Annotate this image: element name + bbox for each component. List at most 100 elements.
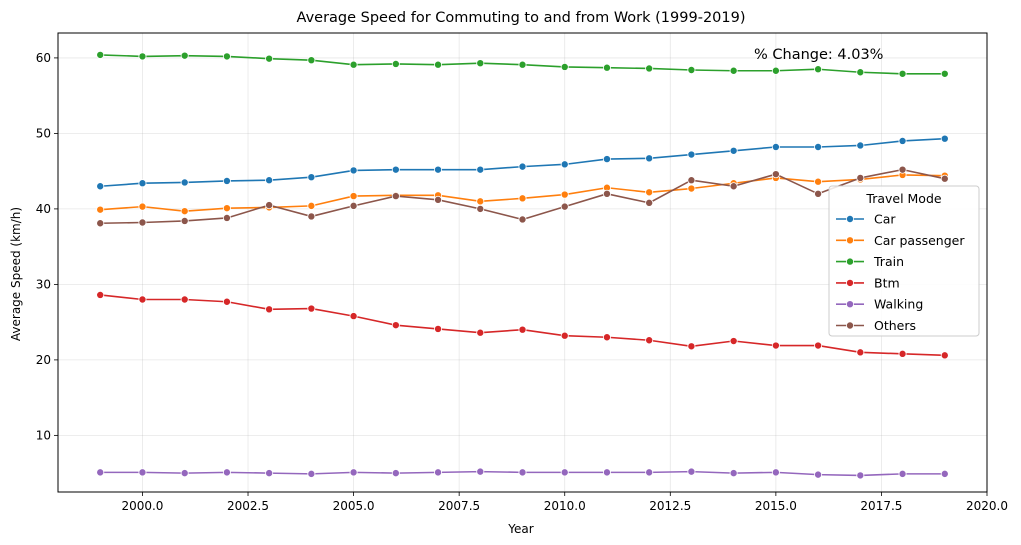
data-point-btm xyxy=(645,336,654,345)
y-tick-label: 40 xyxy=(36,202,51,216)
x-tick-label: 2020.0 xyxy=(966,499,1008,513)
y-tick-label: 50 xyxy=(36,126,51,140)
data-point-btm xyxy=(856,348,865,357)
legend-label: Btm xyxy=(874,275,900,290)
x-tick-label: 2010.0 xyxy=(544,499,586,513)
y-tick-label: 10 xyxy=(36,428,51,442)
data-point-car xyxy=(180,178,189,187)
series-car xyxy=(96,134,949,191)
data-point-car-passenger xyxy=(645,188,654,197)
legend-label: Train xyxy=(873,254,904,269)
data-point-car-passenger xyxy=(518,194,527,203)
data-point-others xyxy=(518,215,527,224)
x-tick-label: 2017.5 xyxy=(860,499,902,513)
data-point-train xyxy=(856,68,865,77)
data-point-btm xyxy=(138,295,147,304)
data-point-train xyxy=(265,54,274,63)
data-point-car xyxy=(729,146,738,155)
data-point-btm xyxy=(518,325,527,334)
legend-label: Car passenger xyxy=(874,233,965,248)
x-tick-label: 2012.5 xyxy=(649,499,691,513)
data-point-walking xyxy=(898,469,907,478)
data-point-car-passenger xyxy=(307,201,316,210)
data-point-walking xyxy=(180,469,189,478)
data-point-walking xyxy=(476,467,485,476)
series-lines xyxy=(96,50,949,480)
data-point-car-passenger xyxy=(476,197,485,206)
data-point-train xyxy=(180,51,189,60)
data-point-car xyxy=(391,165,400,174)
data-point-btm xyxy=(434,324,443,333)
data-point-others xyxy=(645,198,654,207)
data-point-btm xyxy=(602,333,611,342)
series-walking xyxy=(96,467,949,480)
data-point-train xyxy=(391,59,400,68)
data-point-train xyxy=(96,50,105,59)
y-tick-label: 60 xyxy=(36,51,51,65)
data-point-train xyxy=(687,65,696,74)
data-point-btm xyxy=(560,331,569,340)
data-point-btm xyxy=(814,341,823,350)
data-point-car xyxy=(602,155,611,164)
data-point-others xyxy=(856,173,865,182)
data-point-car xyxy=(222,176,231,185)
data-point-train xyxy=(729,66,738,75)
legend: Travel Mode Car Car passenger Train Btm Walk… xyxy=(828,185,980,337)
data-point-others xyxy=(391,192,400,201)
data-point-walking xyxy=(940,469,949,478)
series-others xyxy=(96,165,949,228)
data-point-walking xyxy=(391,469,400,478)
data-point-train xyxy=(476,59,485,68)
data-point-car xyxy=(814,142,823,151)
data-point-others xyxy=(96,219,105,228)
data-point-walking xyxy=(602,468,611,477)
data-point-btm xyxy=(771,341,780,350)
data-point-car-passenger xyxy=(560,190,569,199)
legend-title: Travel Mode xyxy=(865,191,941,206)
legend-item-btm: Btm xyxy=(836,275,900,290)
data-point-others xyxy=(898,165,907,174)
data-point-walking xyxy=(771,468,780,477)
data-point-walking xyxy=(349,468,358,477)
legend-marker xyxy=(846,257,855,266)
data-point-car xyxy=(434,165,443,174)
data-point-walking xyxy=(729,469,738,478)
data-point-walking xyxy=(645,468,654,477)
data-point-car xyxy=(560,160,569,169)
data-point-others xyxy=(940,174,949,183)
data-point-others xyxy=(476,204,485,213)
data-point-btm xyxy=(476,328,485,337)
data-point-train xyxy=(138,52,147,61)
data-point-walking xyxy=(560,468,569,477)
x-tick-label: 2015.0 xyxy=(755,499,797,513)
data-point-walking xyxy=(687,467,696,476)
x-tick-label: 2005.0 xyxy=(333,499,375,513)
data-point-car-passenger xyxy=(96,205,105,214)
x-axis: 2000.0 2002.5 2005.0 2007.5 2010.0 2012.5 2015… xyxy=(121,492,1008,513)
chart-title: Average Speed for Commuting to and from … xyxy=(297,10,746,26)
data-point-car-passenger xyxy=(180,207,189,216)
data-point-btm xyxy=(180,295,189,304)
data-point-walking xyxy=(222,468,231,477)
x-axis-label: Year xyxy=(507,522,533,536)
data-point-btm xyxy=(729,337,738,346)
data-point-btm xyxy=(265,305,274,314)
data-point-walking xyxy=(814,470,823,479)
legend-label: Car xyxy=(874,212,896,227)
data-point-car-passenger xyxy=(687,184,696,193)
data-point-btm xyxy=(687,342,696,351)
data-point-others xyxy=(307,212,316,221)
y-axis-label: Average Speed (km/h) xyxy=(9,207,23,341)
data-point-walking xyxy=(856,471,865,480)
data-point-others xyxy=(265,201,274,210)
data-point-btm xyxy=(391,321,400,330)
data-point-walking xyxy=(307,469,316,478)
data-point-car xyxy=(265,176,274,185)
percent-change-annotation: % Change: 4.03% xyxy=(754,47,883,63)
legend-item-train: Train xyxy=(836,254,904,269)
x-tick-label: 2002.5 xyxy=(227,499,269,513)
data-point-train xyxy=(560,62,569,71)
data-point-car-passenger xyxy=(814,177,823,186)
data-point-car xyxy=(307,173,316,182)
data-point-car-passenger xyxy=(138,202,147,211)
